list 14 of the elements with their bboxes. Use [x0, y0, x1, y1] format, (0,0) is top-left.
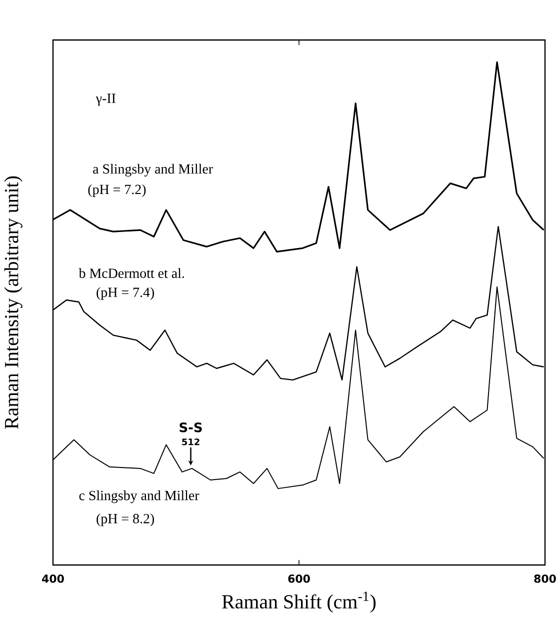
annotation: 512: [182, 438, 200, 446]
x-tick-label: 600: [288, 574, 310, 583]
x-tick-label: 800: [534, 574, 556, 583]
x-axis-title: Raman Shift (cm$^{-1}$): [222, 592, 376, 613]
annotation: γ-II: [96, 94, 116, 106]
annotation: (pH = 7.2): [88, 184, 146, 197]
series-label: c Slingsby and Miller: [79, 490, 200, 504]
y-axis-title: Raman Intensity (arbitrary unit): [4, 176, 23, 429]
text: a Slingsby and Miller: [93, 164, 214, 177]
x-tick-label: 400: [42, 574, 64, 583]
annotation: (pH = 8.2): [96, 514, 154, 526]
annotation: S-S: [180, 422, 202, 432]
series-label: b McDermott et al.: [78, 268, 184, 278]
annotation: (pH = 7.4): [96, 287, 154, 300]
